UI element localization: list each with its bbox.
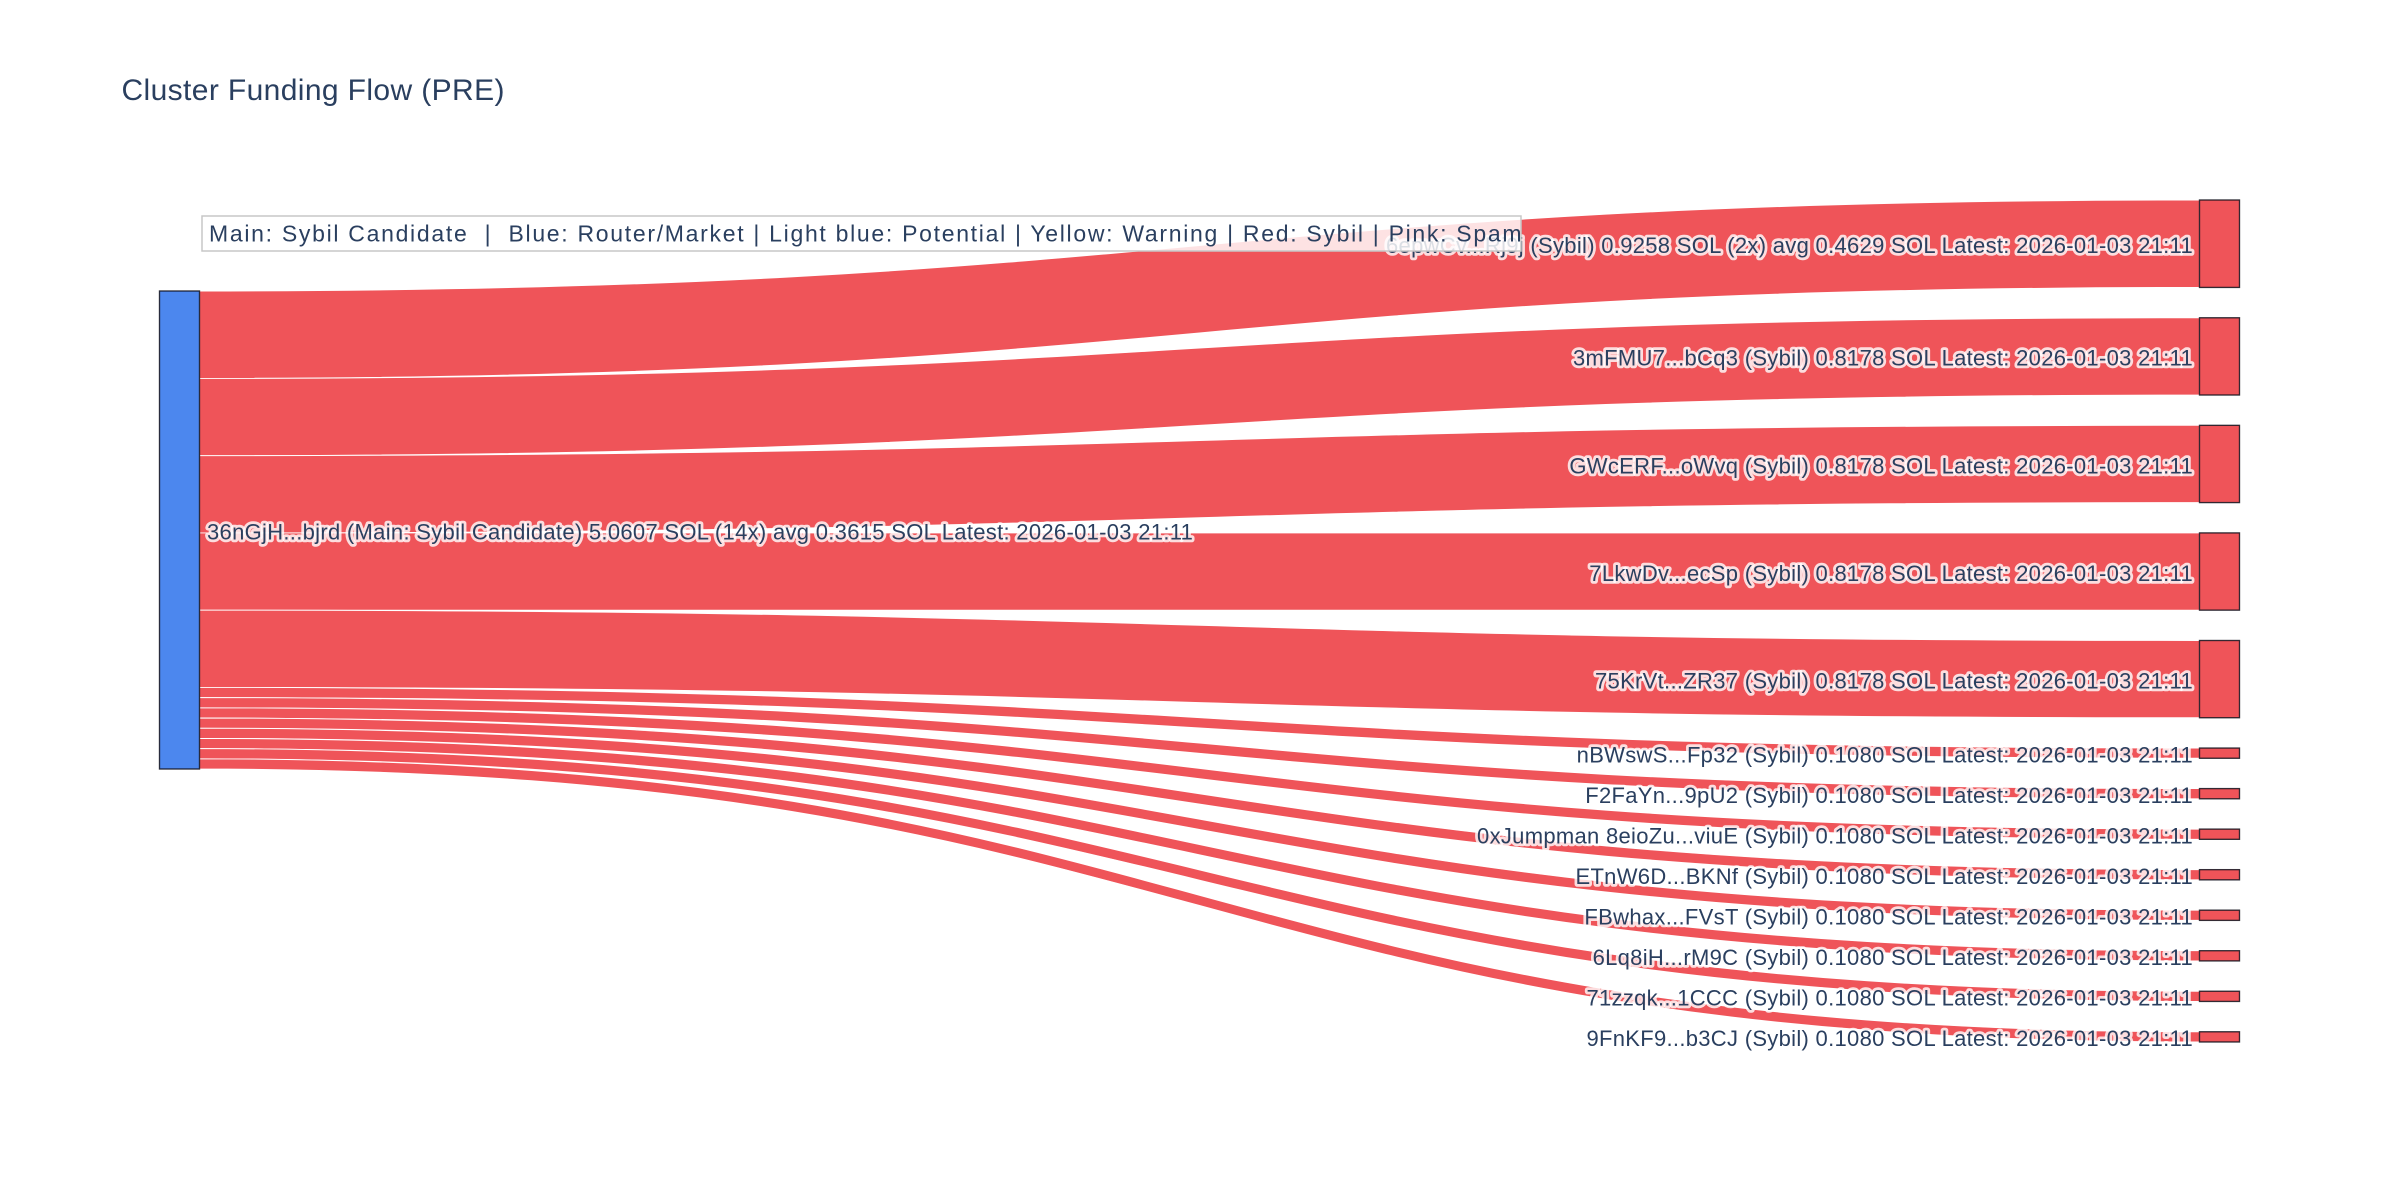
svg-text:36nGjH...bjrd (Main: Sybil Can: 36nGjH...bjrd (Main: Sybil Candidate) 5.… [207, 519, 1193, 544]
svg-text:0xJumpman 8eioZu...viuE (Sybil: 0xJumpman 8eioZu...viuE (Sybil) 0.1080 S… [1477, 824, 2193, 849]
svg-text:75KrVt...ZR37 (Sybil) 0.8178 S: 75KrVt...ZR37 (Sybil) 0.8178 SOL Latest:… [1595, 668, 2193, 693]
svg-text:ETnW6D...BKNf (Sybil) 0.1080 S: ETnW6D...BKNf (Sybil) 0.1080 SOL Latest:… [1575, 864, 2193, 889]
svg-text:GWcERF...oWvq (Sybil) 0.8178 S: GWcERF...oWvq (Sybil) 0.8178 SOL Latest:… [1569, 453, 2193, 478]
svg-text:3mFMU7...bCq3 (Sybil) 0.8178 S: 3mFMU7...bCq3 (Sybil) 0.8178 SOL Latest:… [1573, 346, 2193, 371]
svg-text:Main: Sybil Candidate | Blue: Main: Sybil Candidate | Blue: Router/Mar… [209, 221, 1523, 247]
svg-text:7LkwDv...ecSp (Sybil) 0.8178 S: 7LkwDv...ecSp (Sybil) 0.8178 SOL Latest:… [1589, 561, 2193, 586]
svg-text:71zzqk...1CCC (Sybil) 0.1080 S: 71zzqk...1CCC (Sybil) 0.1080 SOL Latest:… [1586, 986, 2193, 1011]
svg-text:6Lq8iH...rM9C (Sybil) 0.1080 S: 6Lq8iH...rM9C (Sybil) 0.1080 SOL Latest:… [1593, 945, 2193, 970]
svg-text:FBwhax...FVsT (Sybil) 0.1080 S: FBwhax...FVsT (Sybil) 0.1080 SOL Latest:… [1584, 905, 2193, 930]
svg-text:nBWswS...Fp32 (Sybil) 0.1080 S: nBWswS...Fp32 (Sybil) 0.1080 SOL Latest:… [1577, 742, 2193, 767]
svg-text:9FnKF9...b3CJ (Sybil) 0.1080 S: 9FnKF9...b3CJ (Sybil) 0.1080 SOL Latest:… [1586, 1026, 2193, 1051]
svg-text:F2FaYn...9pU2 (Sybil) 0.1080 S: F2FaYn...9pU2 (Sybil) 0.1080 SOL Latest:… [1585, 783, 2193, 808]
svg-text:Cluster Funding Flow (PRE): Cluster Funding Flow (PRE) [122, 74, 505, 107]
